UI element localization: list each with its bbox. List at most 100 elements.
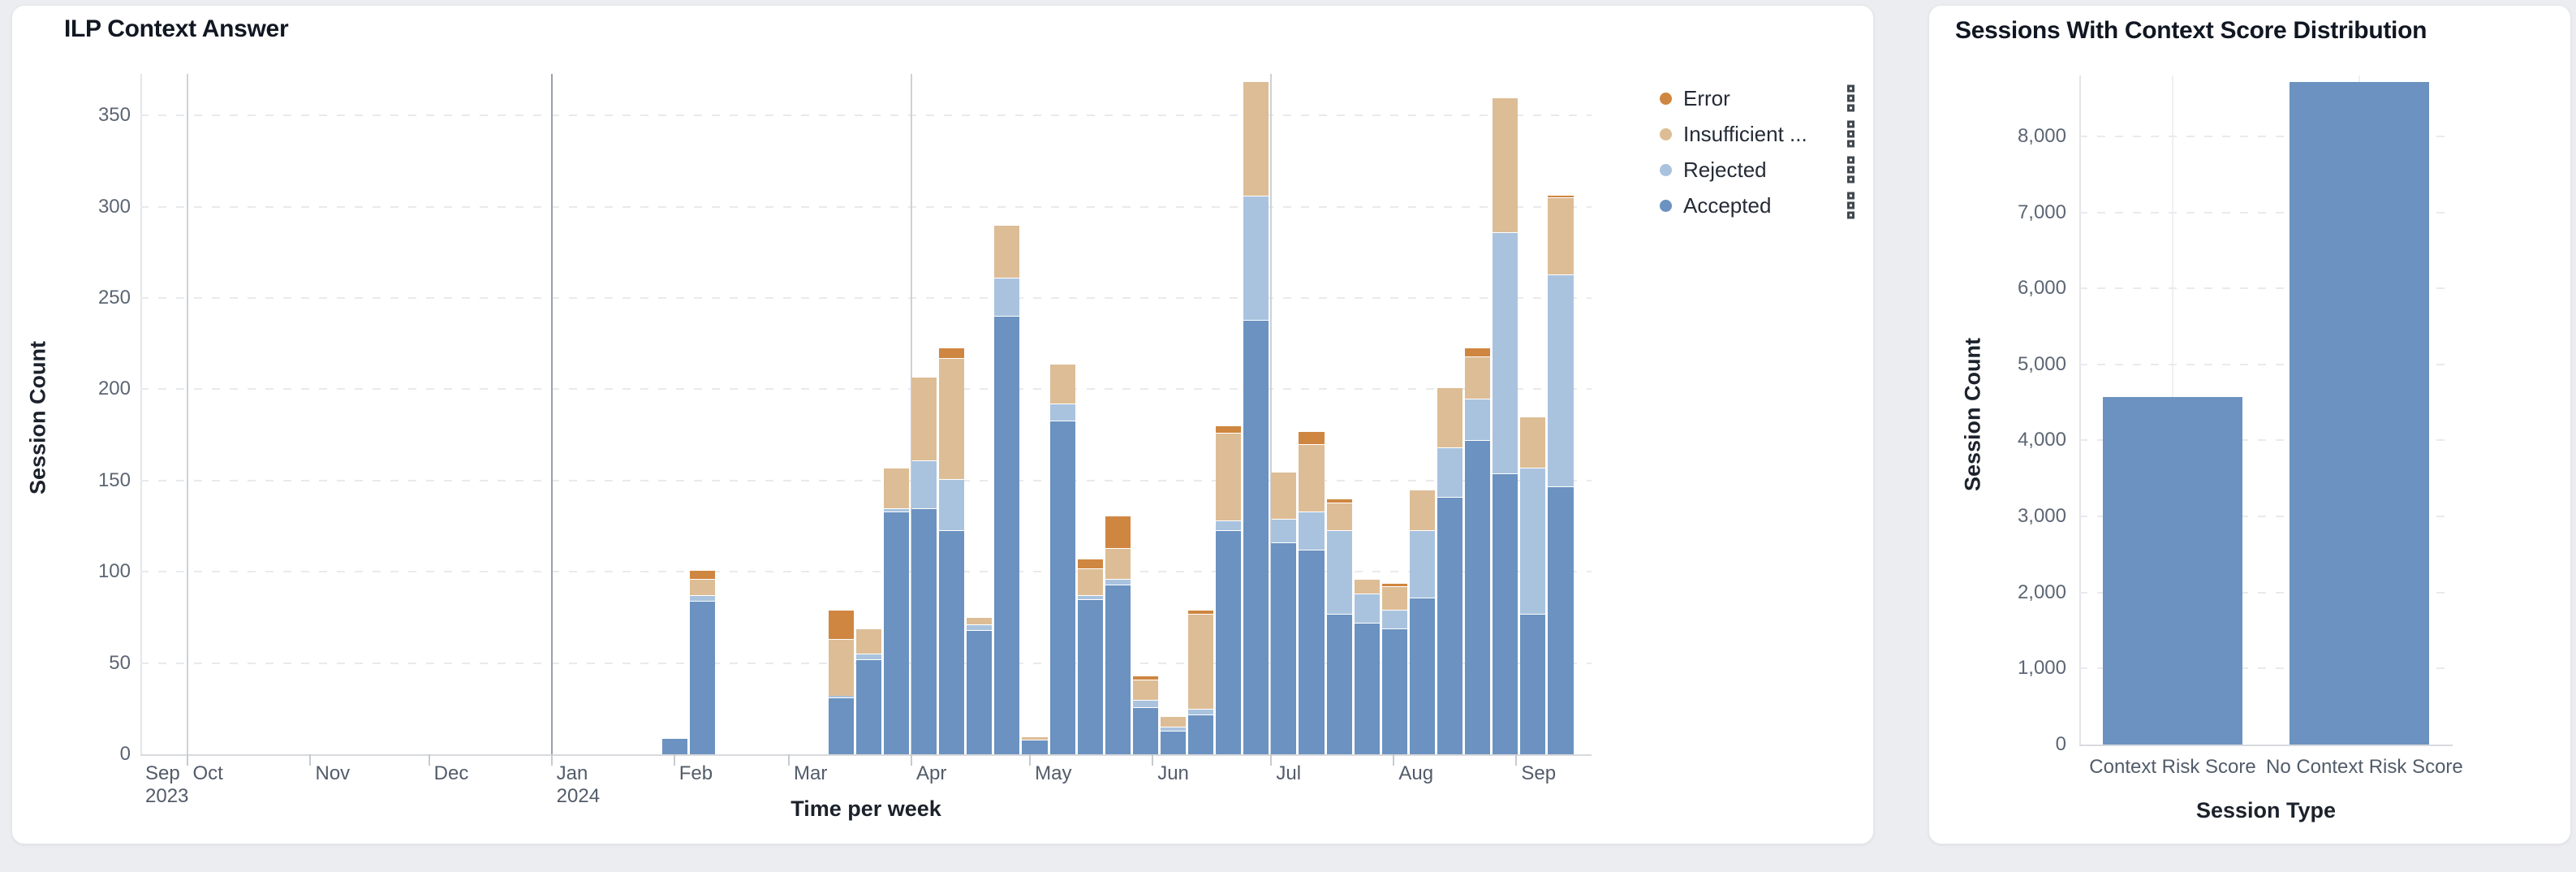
stacked-bar-week[interactable] — [828, 610, 854, 754]
bar-segment-accepted[interactable] — [1520, 614, 1546, 754]
stacked-bar-week[interactable] — [1160, 716, 1187, 754]
bar-segment-error[interactable] — [1105, 516, 1131, 548]
bar-segment-rejected[interactable] — [1049, 404, 1075, 421]
bar-segment-insufficient[interactable] — [1188, 614, 1214, 709]
bar-segment-insufficient[interactable] — [1022, 736, 1048, 740]
drag-handle-icon[interactable] — [1847, 156, 1854, 183]
drag-handle-icon[interactable] — [1847, 120, 1854, 148]
bar-segment-rejected[interactable] — [1520, 468, 1546, 614]
bar-segment-error[interactable] — [1299, 432, 1325, 444]
bar-segment-insufficient[interactable] — [1520, 417, 1546, 468]
bar-segment-rejected[interactable] — [1354, 594, 1380, 624]
stacked-bar-week[interactable] — [1326, 499, 1352, 754]
bar-segment-insufficient[interactable] — [1381, 587, 1407, 611]
bar-segment-error[interactable] — [1216, 426, 1242, 434]
bar-segment-insufficient[interactable] — [1548, 198, 1574, 274]
stacked-bar-week[interactable] — [883, 468, 910, 754]
bar-segment-error[interactable] — [690, 570, 716, 580]
bar-segment-accepted[interactable] — [1077, 599, 1103, 754]
bar-segment-insufficient[interactable] — [1354, 580, 1380, 594]
bar-segment-accepted[interactable] — [883, 512, 910, 754]
bar-segment-insufficient[interactable] — [1216, 434, 1242, 521]
bar-segment-accepted[interactable] — [690, 602, 716, 754]
stacked-bar-week[interactable] — [994, 225, 1020, 754]
bar-segment-insufficient[interactable] — [855, 628, 881, 654]
bar-segment-accepted[interactable] — [1049, 421, 1075, 754]
legend-item-insufficient[interactable]: Insufficient ... — [1660, 116, 1854, 152]
bar-segment-insufficient[interactable] — [828, 640, 854, 697]
bar-segment-rejected[interactable] — [1077, 596, 1103, 599]
bar-segment-accepted[interactable] — [1105, 585, 1131, 754]
bar-segment-insufficient[interactable] — [1437, 388, 1463, 448]
stacked-bar-week[interactable] — [1493, 97, 1518, 754]
stacked-bar-week[interactable] — [662, 738, 688, 754]
bar-segment-rejected[interactable] — [1216, 521, 1242, 530]
bar-no-context-risk-score[interactable] — [2290, 81, 2429, 745]
stacked-bar-week[interactable] — [1105, 516, 1131, 754]
bar-segment-rejected[interactable] — [828, 696, 854, 698]
bar-segment-rejected[interactable] — [911, 461, 937, 508]
bar-segment-rejected[interactable] — [883, 508, 910, 512]
bar-segment-accepted[interactable] — [967, 631, 993, 754]
stacked-bar-week[interactable] — [690, 570, 716, 754]
bar-segment-insufficient[interactable] — [1271, 472, 1297, 520]
bar-segment-insufficient[interactable] — [1299, 444, 1325, 512]
stacked-bar-week[interactable] — [1520, 417, 1546, 754]
drag-handle-icon[interactable] — [1847, 192, 1854, 219]
bar-segment-insufficient[interactable] — [1049, 364, 1075, 404]
bar-segment-insufficient[interactable] — [1077, 568, 1103, 596]
bar-segment-insufficient[interactable] — [1465, 356, 1491, 399]
bar-segment-insufficient[interactable] — [994, 226, 1020, 278]
bar-segment-accepted[interactable] — [1354, 624, 1380, 754]
legend-item-error[interactable]: Error — [1660, 80, 1854, 116]
bar-segment-accepted[interactable] — [855, 660, 881, 754]
bar-segment-accepted[interactable] — [911, 508, 937, 754]
bar-segment-error[interactable] — [1077, 559, 1103, 568]
bar-segment-insufficient[interactable] — [967, 618, 993, 625]
stacked-bar-week[interactable] — [855, 628, 881, 754]
bar-segment-accepted[interactable] — [1188, 714, 1214, 754]
stacked-bar-week[interactable] — [1132, 676, 1158, 754]
bar-segment-accepted[interactable] — [1132, 707, 1158, 754]
legend-item-accepted[interactable]: Accepted — [1660, 188, 1854, 223]
bar-segment-rejected[interactable] — [967, 625, 993, 631]
bar-segment-error[interactable] — [1381, 583, 1407, 587]
bar-segment-rejected[interactable] — [1132, 700, 1158, 707]
bar-segment-error[interactable] — [1465, 348, 1491, 356]
bar-segment-accepted[interactable] — [1326, 614, 1352, 754]
stacked-bar-week[interactable] — [1465, 348, 1491, 754]
bar-segment-accepted[interactable] — [1437, 498, 1463, 754]
bar-segment-insufficient[interactable] — [1326, 503, 1352, 530]
bar-segment-accepted[interactable] — [1493, 473, 1518, 754]
bar-segment-insufficient[interactable] — [1493, 97, 1518, 233]
drag-handle-icon[interactable] — [1847, 84, 1854, 112]
bar-segment-accepted[interactable] — [1299, 550, 1325, 754]
bar-segment-accepted[interactable] — [939, 530, 965, 754]
bar-segment-rejected[interactable] — [1548, 274, 1574, 486]
legend-item-rejected[interactable]: Rejected — [1660, 152, 1854, 188]
bar-segment-rejected[interactable] — [1160, 727, 1187, 731]
stacked-bar-week[interactable] — [967, 617, 993, 754]
stacked-bar-week[interactable] — [1409, 490, 1435, 754]
bar-segment-insufficient[interactable] — [883, 468, 910, 508]
bar-segment-accepted[interactable] — [1548, 486, 1574, 754]
bar-segment-accepted[interactable] — [1022, 740, 1048, 754]
bar-segment-rejected[interactable] — [1243, 196, 1269, 320]
bar-segment-rejected[interactable] — [1271, 520, 1297, 543]
bar-segment-rejected[interactable] — [1381, 611, 1407, 628]
bar-segment-rejected[interactable] — [1493, 233, 1518, 473]
bar-segment-accepted[interactable] — [1409, 598, 1435, 754]
bar-segment-insufficient[interactable] — [1105, 549, 1131, 580]
stacked-bar-week[interactable] — [1381, 583, 1407, 754]
bar-segment-rejected[interactable] — [1326, 530, 1352, 614]
bar-segment-rejected[interactable] — [1409, 530, 1435, 598]
bar-segment-accepted[interactable] — [662, 738, 688, 754]
bar-segment-insufficient[interactable] — [690, 580, 716, 596]
stacked-bar-week[interactable] — [1271, 472, 1297, 754]
bar-segment-accepted[interactable] — [1381, 628, 1407, 754]
bar-context-risk-score[interactable] — [2103, 397, 2242, 745]
stacked-bar-week[interactable] — [1077, 559, 1103, 754]
bar-segment-rejected[interactable] — [939, 479, 965, 530]
stacked-bar-week[interactable] — [1243, 81, 1269, 754]
bar-segment-insufficient[interactable] — [1160, 716, 1187, 727]
